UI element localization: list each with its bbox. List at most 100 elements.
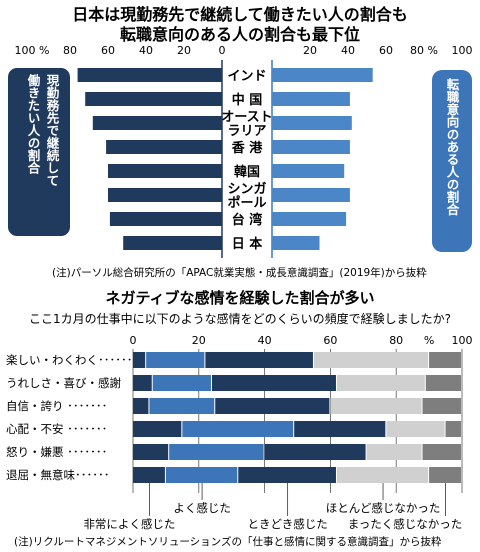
chart1-left-tick: 40 bbox=[139, 44, 153, 57]
chart1-bar-right bbox=[272, 188, 350, 202]
chart2-bar-segment bbox=[294, 421, 386, 437]
chart1-bar-right bbox=[272, 212, 347, 226]
chart1-axis-lines bbox=[221, 60, 273, 258]
chart2-category-label: 退屈・無意味･･････ bbox=[6, 468, 110, 482]
chart2-category-label: うれしさ・喜び・感謝 bbox=[6, 376, 121, 390]
chart2-bar-segment bbox=[336, 375, 425, 391]
chart1-category-label: 韓国 bbox=[234, 164, 260, 180]
chart1-bar-right bbox=[272, 236, 320, 250]
chart2-x-tick: % bbox=[424, 334, 434, 347]
chart1-left-tick: 100 % bbox=[15, 44, 50, 57]
chart2-bar-segment bbox=[182, 421, 294, 437]
chart2-bar-segment bbox=[133, 398, 149, 414]
chart2-bar-segment bbox=[211, 375, 336, 391]
chart1-bar-right bbox=[272, 92, 350, 106]
chart1-right-tick: 20 bbox=[303, 44, 317, 57]
chart2-bar-segment bbox=[336, 467, 429, 483]
chart1-left-tick: 20 bbox=[177, 44, 191, 57]
chart2-bar-segment bbox=[133, 352, 146, 368]
chart2-note: (注)リクルートマネジメントソリューションズの「仕事と感情に関する意識調査」から… bbox=[14, 535, 442, 548]
chart2-bar-segment bbox=[165, 467, 238, 483]
chart1-left-tick: 80 bbox=[63, 44, 77, 57]
chart2-bar-segment bbox=[149, 398, 215, 414]
chart2-bar-segment bbox=[429, 352, 461, 368]
chart2-axis-ticks: 0 20 40 60 80% 100 bbox=[130, 334, 473, 347]
chart1-right-tick: 100 bbox=[452, 44, 473, 57]
chart1-right-tick: 40 bbox=[341, 44, 355, 57]
chart2-bar-segment bbox=[429, 467, 461, 483]
chart1-bar-right bbox=[272, 140, 350, 154]
legend-label-never: まったく感じなかった bbox=[348, 517, 463, 531]
chart2-x-tick: 40 bbox=[258, 334, 272, 347]
legend-label-sometimes: ときどき感じた bbox=[248, 517, 328, 531]
chart1-category-label-line2: ラリア bbox=[227, 124, 266, 139]
left-side-label-line1: 現勤務先で継続して bbox=[45, 74, 60, 187]
chart1: 日本は現勤務先で継続して働きたい人の割合も 転職意向のある人の割合も最下位 10… bbox=[8, 5, 473, 279]
chart2-x-tick: 0 bbox=[130, 334, 137, 347]
chart1-category-label: 日 本 bbox=[232, 236, 263, 252]
chart2-category-label: 怒り・嫌悪 ･･･････ bbox=[6, 445, 107, 459]
chart2-bar-segment bbox=[366, 444, 422, 460]
chart2-category-label: 自信・誇り ･･･････ bbox=[6, 399, 107, 413]
chart2-category-label: 楽しい・わくわく･･････ bbox=[6, 353, 133, 367]
chart1-category-label-line1: オースト bbox=[221, 110, 272, 125]
chart1-category-label-line1: シンガ bbox=[227, 182, 266, 197]
chart2-x-tick: 80 bbox=[389, 334, 403, 347]
chart2-bars bbox=[133, 352, 461, 483]
chart2-bar-segment bbox=[264, 444, 366, 460]
right-side-label-text: 転職意向のある人の割合 bbox=[445, 77, 460, 216]
chart2-bar-segment bbox=[133, 444, 169, 460]
chart1-note: (注)パーソル総合研究所の「APAC就業実態・成長意識調査」(2019年)から抜… bbox=[52, 266, 427, 279]
chart1-bar-left bbox=[85, 92, 222, 106]
chart1-bar-right bbox=[272, 116, 352, 130]
chart1-category-label: 香 港 bbox=[231, 140, 264, 156]
chart2-bar-segment bbox=[205, 352, 313, 368]
chart2-bar-segment bbox=[425, 375, 461, 391]
chart1-left-tick: 60 bbox=[101, 44, 115, 57]
chart2-bar-segment bbox=[133, 467, 165, 483]
chart1-category-label-line2: ポール bbox=[227, 195, 266, 211]
chart1-title-line1: 日本は現勤務先で継続して働きたい人の割合も bbox=[72, 5, 408, 24]
chart1-category-label: インド bbox=[227, 69, 266, 84]
chart2-x-tick: 20 bbox=[192, 334, 206, 347]
chart2-bar-segment bbox=[152, 375, 211, 391]
chart2-bar-segment bbox=[215, 398, 330, 414]
chart2-bar-segment bbox=[133, 375, 152, 391]
chart2-bar-segment bbox=[445, 421, 461, 437]
chart1-bars bbox=[77, 68, 373, 250]
chart2-bar-segment bbox=[313, 352, 429, 368]
right-side-label-box bbox=[432, 70, 472, 252]
left-side-label-line2: 働きたい人の割合 bbox=[26, 73, 41, 175]
chart1-right-tick: 60 bbox=[379, 44, 393, 57]
chart2-bar-segment bbox=[133, 421, 182, 437]
chart1-category-label: 台 湾 bbox=[232, 212, 263, 228]
chart1-bar-left bbox=[77, 68, 222, 82]
chart2-bar-segment bbox=[422, 398, 461, 414]
chart1-left-side-label: 現勤務先で継続して 働きたい人の割合 bbox=[8, 68, 70, 236]
chart1-left-tick: 0 bbox=[219, 44, 226, 57]
chart2-x-tick: 100 bbox=[452, 334, 473, 347]
chart2-x-tick: 60 bbox=[323, 334, 337, 347]
chart2-bar-segment bbox=[169, 444, 264, 460]
chart1-right-tick: 80 % bbox=[410, 44, 438, 57]
chart1-bar-right bbox=[272, 68, 373, 82]
chart2-bar-segment bbox=[146, 352, 205, 368]
left-side-label-box bbox=[8, 68, 70, 236]
chart1-axis-ticks: 100 % 80 60 40 20 0 20 40 60 80 % 100 bbox=[15, 44, 473, 57]
chart2-title: ネガティブな感情を経験した割合が多い bbox=[105, 289, 374, 307]
chart1-right-side-label: 転職意向のある人の割合 bbox=[432, 70, 472, 252]
legend-label-very-often: 非常によく感じた bbox=[83, 517, 175, 531]
chart2-bar-segment bbox=[386, 421, 445, 437]
chart2-bar-segment bbox=[422, 444, 461, 460]
chart1-bar-left bbox=[92, 116, 222, 130]
chart2: ネガティブな感情を経験した割合が多い ここ1カ月の仕事中に以下のような感情をどの… bbox=[6, 289, 473, 548]
chart2-category-label: 心配・不安 ･･･････ bbox=[6, 422, 107, 436]
chart1-bar-left bbox=[106, 140, 222, 154]
chart1-bar-right bbox=[272, 164, 345, 178]
legend-label-often: よく感じた bbox=[173, 501, 231, 515]
chart2-subtitle: ここ1カ月の仕事中に以下のような感情をどのくらいの頻度で経験しましたか? bbox=[29, 311, 451, 326]
